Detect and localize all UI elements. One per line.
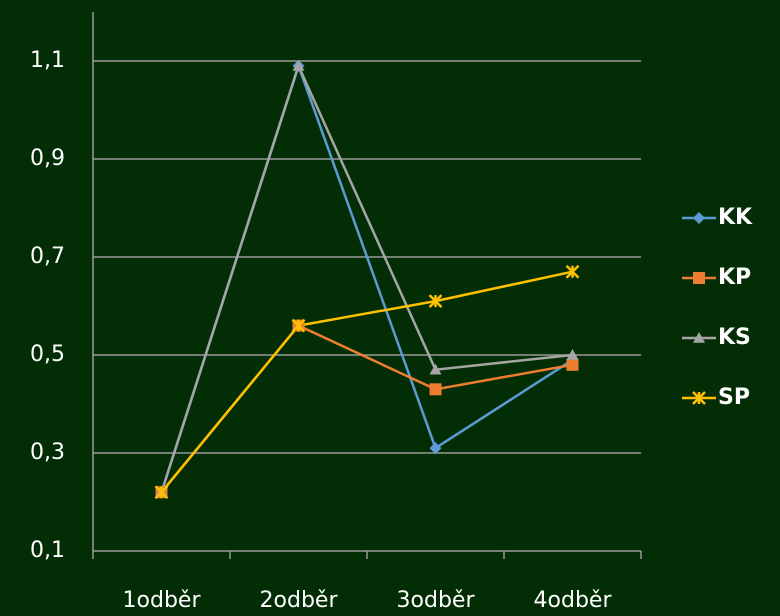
marker <box>566 349 579 360</box>
marker <box>292 59 305 71</box>
legend-marker <box>692 391 706 405</box>
legend-marker <box>693 332 705 343</box>
marker <box>428 294 443 308</box>
y-tick-label: 0,9 <box>30 146 65 171</box>
y-tick-label: 0,5 <box>30 342 65 367</box>
y-tick-label: 0,3 <box>30 440 65 465</box>
legend-marker <box>693 272 705 284</box>
legend-label: KK <box>718 205 753 230</box>
legend-label: KS <box>718 325 751 350</box>
y-tick-label: 0,1 <box>30 538 65 563</box>
series-line <box>160 270 573 493</box>
series-line <box>160 62 573 493</box>
marker <box>291 318 306 333</box>
x-tick-label: 3odběr <box>397 588 476 613</box>
y-tick-label: 0,7 <box>30 244 65 269</box>
marker <box>565 264 580 279</box>
x-tick-label: 4odběr <box>534 588 613 613</box>
x-tick-label: 1odběr <box>123 588 202 613</box>
x-tick-label: 2odběr <box>260 588 339 613</box>
marker <box>429 442 442 455</box>
marker <box>566 358 579 371</box>
legend-label: KP <box>718 265 751 290</box>
y-tick-label: 1,1 <box>30 48 65 73</box>
marker <box>429 363 442 375</box>
marker <box>429 383 442 396</box>
legend-label: SP <box>718 385 750 410</box>
legend-marker <box>693 212 705 224</box>
marker <box>154 485 169 500</box>
